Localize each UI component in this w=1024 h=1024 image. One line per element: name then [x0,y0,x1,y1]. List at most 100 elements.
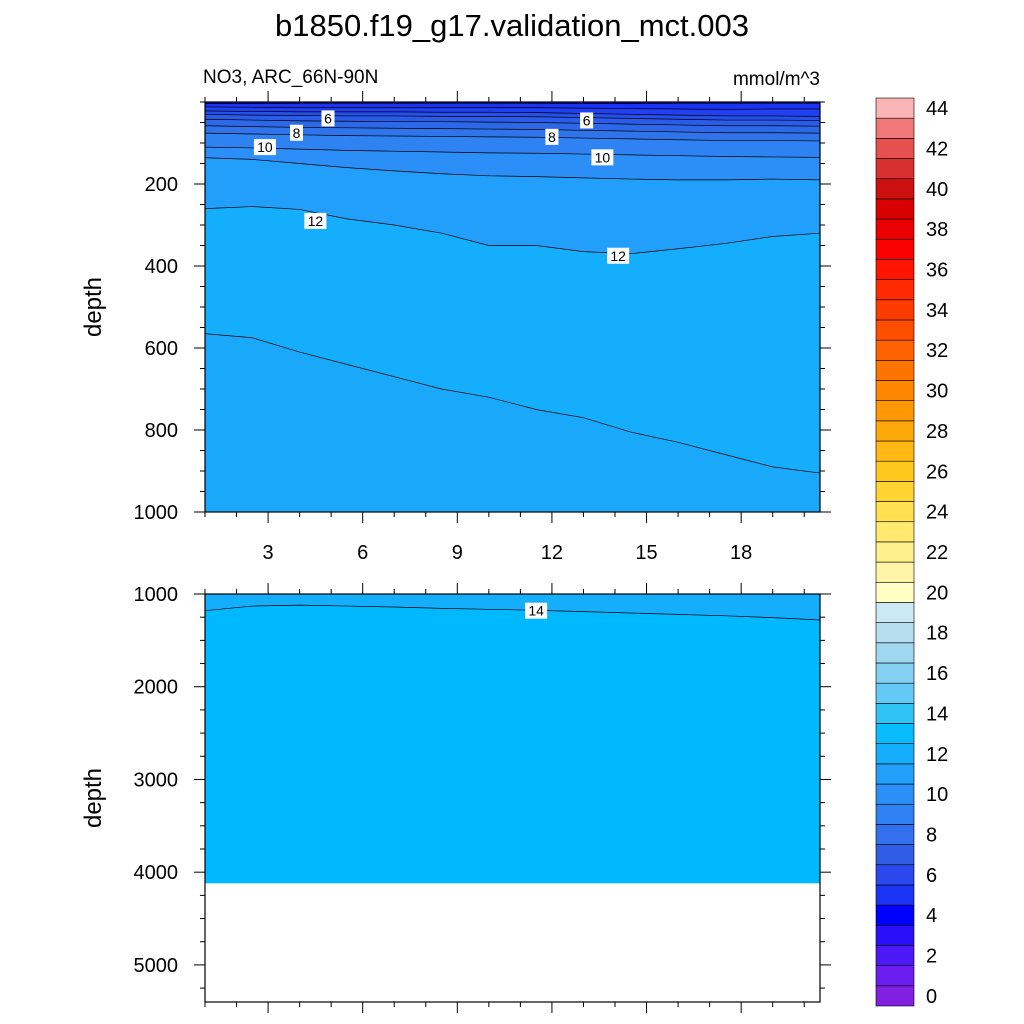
top-panel: 6 8 10 12 6 8 10 12 200 400 600 800 1000 3 6 9 12 15 18 d… [80,91,831,564]
top-contour-label-text: 10 [257,139,273,155]
colorbar-label: 26 [926,461,948,483]
top-contour-label-7: 12 [607,247,630,264]
top-contour-line-4 [205,106,820,110]
top-contour-line-8 [205,125,820,134]
colorbar-label: 24 [926,502,948,524]
top-y-axis-label: depth [80,277,107,337]
colorbar-box-43 [875,117,915,139]
colorbar-box-9 [875,803,915,825]
top-contour-line-12 [205,206,820,255]
top-contour-line-7 [205,118,820,127]
colorbar-box-27 [875,440,915,462]
colorbar-box-24 [875,501,915,523]
top-axis-ticks: 200 400 600 800 1000 3 6 9 12 15 18 [134,91,831,564]
colorbar-box-11 [875,763,915,785]
colorbar-box-6 [875,864,915,886]
bottom-axis-ticks: 1000 2000 3000 4000 5000 [134,583,831,1013]
colorbar-box-18 [875,622,915,644]
colorbar: 0246810121416182022242628303234363840424… [875,97,948,1008]
top-contour-label-text: 12 [610,248,626,264]
bottom-contour-label-box [525,602,548,619]
colorbar-label: 12 [926,744,948,766]
chart-title: b1850.f19_g17.validation_mct.003 [275,8,749,43]
top-contour-line-11 [205,157,820,181]
variable-subtitle: NO3, ARC_66N-90N [203,67,378,88]
top-contour-label-5: 8 [545,128,559,145]
colorbar-box-35 [875,279,915,301]
colorbar-box-13 [875,723,915,744]
top-contour-fills [205,102,820,512]
colorbar-label: 2 [926,946,937,968]
colorbar-box-3 [875,924,915,946]
colorbar-label: 10 [926,784,948,806]
colorbar-box-40 [875,178,915,200]
colorbar-box-41 [875,158,915,180]
colorbar-box-22 [875,541,915,563]
colorbar-box-15 [875,682,915,704]
colorbar-box-5 [875,884,915,906]
top-contour-label-box [580,112,594,129]
top-contour-label-text: 8 [293,125,301,141]
colorbar-box-17 [875,642,915,664]
top-contour-label-3: 12 [304,212,327,229]
colorbar-label: 6 [926,865,937,887]
top-contour-label-1: 8 [289,124,303,141]
colorbar-box-1 [875,965,915,987]
colorbar-label: 18 [926,623,948,645]
colorbar-box-14 [875,703,915,724]
colorbar-label: 42 [926,138,948,160]
top-contour-label-text: 12 [308,213,324,229]
top-y-tick-label: 1000 [134,502,179,524]
x-tick-label: 18 [730,542,752,564]
top-contour-label-4: 6 [580,112,594,129]
colorbar-box-31 [875,360,915,381]
colorbar-label: 16 [926,663,948,685]
top-contour-label-box [591,149,614,166]
bottom-y-axis-label: depth [80,768,107,828]
colorbar-box-0 [875,985,915,1007]
top-y-tick-label: 600 [145,338,178,360]
colorbar-box-19 [875,602,915,623]
top-contour-label-box [289,124,303,141]
colorbar-label: 40 [926,179,948,201]
x-tick-label: 15 [635,542,657,564]
colorbar-box-23 [875,521,915,543]
bottom-contour-labels: 14 [525,602,548,619]
colorbar-box-30 [875,380,915,401]
bottom-contour-label-text: 14 [528,603,544,619]
top-contour-label-box [545,128,559,145]
colorbar-box-44 [875,97,915,119]
colorbar-box-12 [875,743,915,765]
top-y-tick-label: 800 [145,420,178,442]
top-contour-line-9 [205,132,820,142]
colorbar-box-2 [875,945,915,966]
colorbar-label: 34 [926,300,948,322]
colorbar-label: 36 [926,260,948,282]
bottom-y-tick-label: 1000 [134,584,179,606]
colorbar-box-10 [875,783,915,805]
colorbar-label: 32 [926,340,948,362]
bottom-contour-fills [205,594,820,884]
bottom-fill-band-14 [205,594,820,620]
top-contour-label-box [607,247,630,264]
colorbar-box-20 [875,581,915,603]
top-contour-label-2: 10 [253,139,276,156]
top-contour-labels: 6 8 10 12 6 8 10 12 [253,110,630,264]
colorbar-box-42 [875,138,915,159]
x-tick-label: 12 [541,542,563,564]
bottom-fill-deep [205,594,820,884]
x-tick-label: 6 [357,542,368,564]
bottom-contour-label-0: 14 [525,602,548,619]
colorbar-box-8 [875,824,915,845]
top-contour-label-box [321,110,335,127]
top-contour-label-6: 10 [591,149,614,166]
top-contour-line-6 [205,113,820,121]
colorbar-box-36 [875,259,915,280]
colorbar-label: 8 [926,824,937,846]
colorbar-box-7 [875,844,915,866]
x-tick-label: 9 [452,542,463,564]
top-contour-label-box [253,139,276,156]
top-y-tick-label: 400 [145,256,178,278]
top-contour-line-10 [205,146,820,158]
